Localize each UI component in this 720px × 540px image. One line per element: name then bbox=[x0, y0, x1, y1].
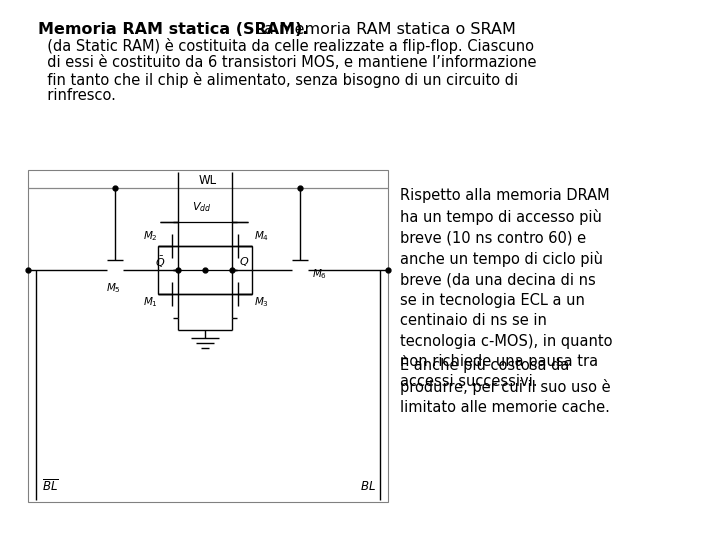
Text: $M_3$: $M_3$ bbox=[254, 295, 269, 309]
Text: $\bar{Q}$: $\bar{Q}$ bbox=[155, 254, 165, 269]
Text: $V_{dd}$: $V_{dd}$ bbox=[192, 200, 212, 214]
Text: Memoria RAM statica (SRAM).: Memoria RAM statica (SRAM). bbox=[38, 22, 308, 37]
Text: $M_6$: $M_6$ bbox=[312, 267, 328, 281]
Text: WL: WL bbox=[199, 173, 217, 186]
Text: di essi è costituito da 6 transistori MOS, e mantiene l’informazione: di essi è costituito da 6 transistori MO… bbox=[38, 55, 536, 70]
Text: (da Static RAM) è costituita da celle realizzate a flip-flop. Ciascuno: (da Static RAM) è costituita da celle re… bbox=[38, 38, 534, 55]
Text: $M_4$: $M_4$ bbox=[254, 229, 269, 243]
Text: rinfresco.: rinfresco. bbox=[38, 88, 116, 103]
Text: $Q$: $Q$ bbox=[239, 255, 249, 268]
Text: $M_1$: $M_1$ bbox=[143, 295, 158, 309]
Text: La memoria RAM statica o SRAM: La memoria RAM statica o SRAM bbox=[250, 22, 516, 37]
Text: $BL$: $BL$ bbox=[360, 480, 376, 492]
Text: fin tanto che il chip è alimentato, senza bisogno di un circuito di: fin tanto che il chip è alimentato, senz… bbox=[38, 71, 518, 87]
Text: $M_2$: $M_2$ bbox=[143, 229, 158, 243]
Text: $\overline{BL}$: $\overline{BL}$ bbox=[42, 478, 58, 494]
Text: È anche più costosa da
produrre, per cui il suo uso è
limitato alle memorie cach: È anche più costosa da produrre, per cui… bbox=[400, 355, 611, 415]
Text: $M_5$: $M_5$ bbox=[106, 281, 120, 295]
Text: Rispetto alla memoria DRAM
ha un tempo di accesso più
breve (10 ns contro 60) e
: Rispetto alla memoria DRAM ha un tempo d… bbox=[400, 188, 613, 389]
Bar bbox=[28, 170, 388, 502]
